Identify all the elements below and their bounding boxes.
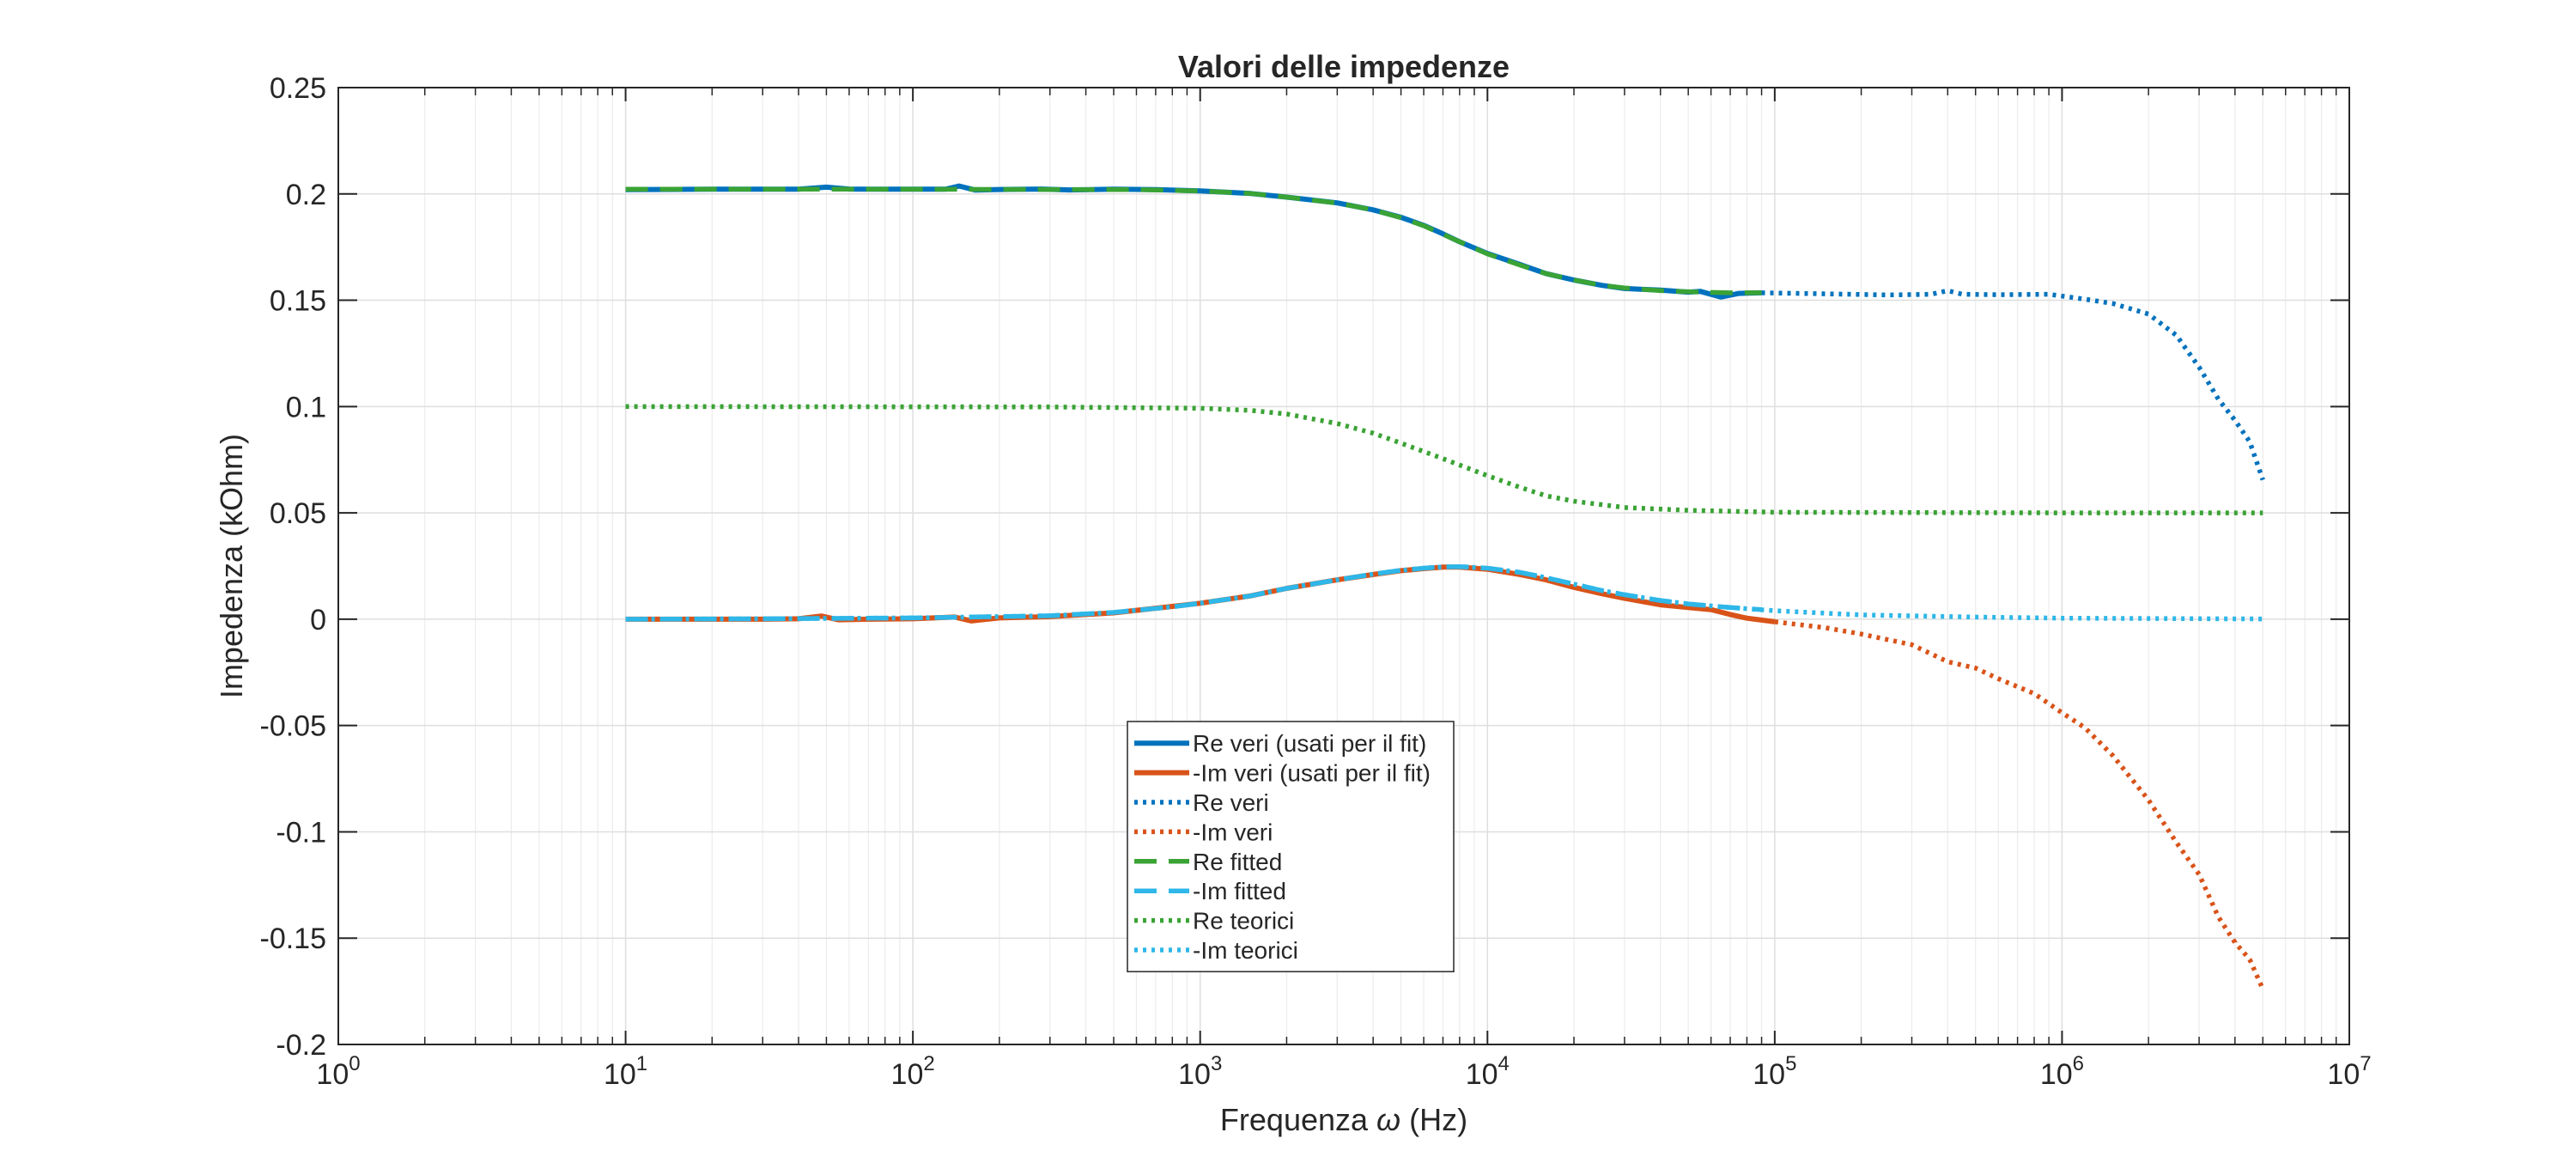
y-tick-label: -0.05 xyxy=(260,710,327,743)
y-tick-label: 0.15 xyxy=(270,285,326,318)
legend-box xyxy=(1127,721,1455,972)
y-tick-label: -0.1 xyxy=(276,816,326,849)
series-line-3 xyxy=(1774,619,2265,990)
x-tick-label: 105 xyxy=(1753,1052,1796,1091)
y-tick-label: -0.15 xyxy=(260,922,327,955)
x-tick-exponent: 6 xyxy=(2073,1052,2084,1075)
x-tick-exponent: 1 xyxy=(636,1052,647,1075)
x-tick-label: 104 xyxy=(1466,1052,1510,1091)
x-tick-base: 10 xyxy=(2327,1058,2360,1091)
series-line-7 xyxy=(625,563,2263,622)
legend-label: -Im teorici xyxy=(1193,937,1298,964)
x-tick-label: 100 xyxy=(316,1052,360,1091)
x-tick-base: 10 xyxy=(604,1058,636,1091)
x-tick-exponent: 5 xyxy=(1785,1052,1796,1075)
legend-label: -Im fitted xyxy=(1193,878,1286,904)
plot-area-border xyxy=(337,87,2350,1045)
y-tick-label: 0.05 xyxy=(270,497,326,530)
x-tick-exponent: 2 xyxy=(923,1052,934,1075)
x-tick-exponent: 0 xyxy=(349,1052,360,1075)
x-tick-label: 101 xyxy=(604,1052,647,1091)
series-line-4 xyxy=(625,186,1762,295)
x-tick-exponent: 7 xyxy=(2360,1052,2371,1075)
legend-label: -Im veri (usati per il fit) xyxy=(1193,760,1431,787)
legend-label: Re teorici xyxy=(1193,908,1294,935)
y-tick-label: 0.2 xyxy=(286,179,326,211)
x-axis-label-symbol: ω xyxy=(1376,1102,1400,1137)
x-axis-label-prefix: Frequenza xyxy=(1220,1102,1376,1137)
y-tick-labels: 0.25 0.2 0.15 0.1 0.05 0 -0.05 -0.1 -0.15 -0.2 xyxy=(260,72,327,1062)
y-tick-label: 0.1 xyxy=(286,391,326,423)
legend-label: Re fitted xyxy=(1193,849,1282,875)
legend-label: Re veri xyxy=(1193,789,1269,816)
x-tick-exponent: 4 xyxy=(1498,1052,1510,1075)
x-tick-label: 107 xyxy=(2327,1052,2371,1091)
legend-label: -Im veri xyxy=(1193,819,1273,845)
legend-label: Re veri (usati per il fit) xyxy=(1193,730,1426,757)
x-tick-base: 10 xyxy=(891,1058,924,1091)
x-tick-exponent: 3 xyxy=(1211,1052,1222,1075)
y-tick-label: 0 xyxy=(310,604,326,636)
axis-ticks xyxy=(337,87,2350,1045)
series-layer xyxy=(625,183,2265,990)
x-tick-base: 10 xyxy=(316,1058,349,1091)
y-axis-label: Impedenza (kOhm) xyxy=(214,434,249,698)
x-tick-label: 102 xyxy=(891,1052,935,1091)
y-tick-label: -0.2 xyxy=(276,1029,326,1062)
series-line-2 xyxy=(1761,288,2265,481)
x-tick-base: 10 xyxy=(1753,1058,1785,1091)
x-tick-base: 10 xyxy=(1178,1058,1211,1091)
x-axis-label: Frequenza ω (Hz) xyxy=(1220,1102,1467,1137)
x-tick-label: 103 xyxy=(1178,1052,1222,1091)
x-tick-labels: 100 101 102 103 104 105 106 107 xyxy=(316,1052,2371,1091)
x-axis-label-suffix: (Hz) xyxy=(1400,1102,1467,1137)
y-tick-label: 0.25 xyxy=(270,72,326,105)
x-tick-base: 10 xyxy=(2040,1058,2073,1091)
x-tick-label: 106 xyxy=(2040,1052,2084,1091)
legend: Re veri (usati per il fit) -Im veri (usat… xyxy=(1127,721,1455,972)
x-tick-base: 10 xyxy=(1466,1058,1498,1091)
chart-title: Valori delle impedenze xyxy=(1178,49,1510,84)
